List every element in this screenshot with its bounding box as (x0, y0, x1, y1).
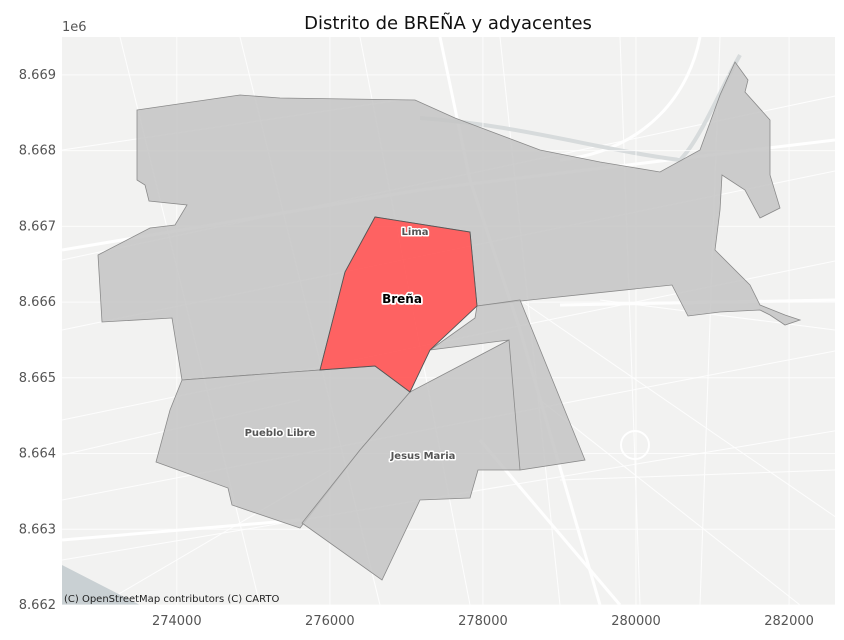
map-attribution: (C) OpenStreetMap contributors (C) CARTO (64, 594, 279, 605)
y-axis-offset: 1e6 (62, 20, 87, 35)
x-tick-label: 280000 (611, 614, 661, 629)
y-tick-label: 8.669 (19, 68, 56, 83)
x-axis-ticks: 274000 276000 278000 280000 282000 (152, 614, 814, 629)
y-tick-label: 8.667 (19, 219, 56, 234)
map-axes[interactable]: Lima Breña Pueblo Libre Jesus Maria (C) … (62, 37, 840, 605)
x-tick-label: 276000 (305, 614, 355, 629)
label-brena: Breña (382, 292, 422, 306)
x-tick-label: 282000 (764, 614, 814, 629)
districts[interactable] (97, 61, 802, 581)
map-title: Distrito de BREÑA y adyacentes (304, 12, 592, 34)
x-tick-label: 278000 (458, 614, 508, 629)
y-tick-label: 8.665 (19, 371, 56, 386)
y-tick-label: 8.668 (19, 144, 56, 159)
district-brena[interactable] (319, 216, 478, 393)
label-pueblo-libre: Pueblo Libre (245, 428, 316, 439)
y-tick-label: 8.662 (19, 598, 56, 613)
y-tick-label: 8.666 (19, 295, 56, 310)
river (419, 54, 742, 163)
label-jesus-maria: Jesus Maria (390, 451, 456, 462)
sea-area (62, 565, 140, 605)
y-tick-label: 8.664 (19, 447, 56, 462)
y-axis-ticks: 8.662 8.663 8.664 8.665 8.666 8.667 8.668 8.669 (19, 68, 56, 613)
y-tick-label: 8.663 (19, 522, 56, 537)
label-lima: Lima (402, 227, 429, 238)
district-lima[interactable] (97, 61, 802, 381)
x-tick-label: 274000 (152, 614, 202, 629)
